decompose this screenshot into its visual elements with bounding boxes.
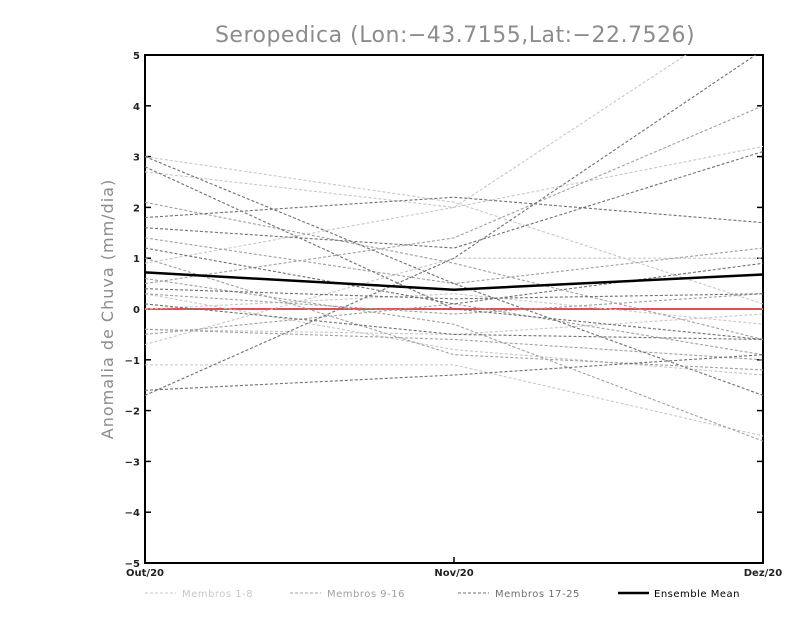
member-line (145, 293, 763, 376)
member-line (145, 156, 763, 305)
x-tick-label: Out/20 (126, 568, 164, 579)
legend-label: Membros 9-16 (327, 589, 405, 600)
axis-ticks: −5 −4 −3 −2 −1 0 1 2 3 4 5 Out/20 Nov/20 Dez/20 (125, 51, 783, 579)
member-line (145, 277, 763, 442)
legend-label: Membros 1-8 (182, 589, 253, 600)
member-line (145, 156, 763, 396)
member-line (145, 247, 763, 305)
member-line (145, 303, 763, 341)
y-tick-label: 2 (133, 203, 140, 214)
x-tick-label: Nov/20 (434, 568, 473, 579)
member-line (145, 55, 757, 396)
y-tick-label: −3 (125, 457, 140, 468)
y-tick-label: −5 (125, 559, 140, 570)
member-line (145, 55, 687, 264)
plot-area: −5 −4 −3 −2 −1 0 1 2 3 4 5 Out/20 Nov/20 Dez/20 (125, 51, 783, 579)
member-line (145, 313, 763, 335)
ensemble-mean-line (145, 271, 763, 291)
member-line (145, 166, 763, 341)
y-tick-label: 3 (133, 153, 140, 164)
member-line (145, 293, 763, 315)
y-tick-label: 1 (133, 254, 140, 265)
legend: Membros 1-8 Membros 9-16 Membros 17-25 Ense… (145, 589, 740, 600)
member-line (145, 364, 763, 437)
x-tick-label: Dez/20 (744, 568, 783, 579)
member-line (145, 328, 763, 361)
y-tick-label: −1 (125, 356, 140, 367)
member-line (145, 105, 763, 285)
series-group (145, 55, 763, 442)
member-line (145, 201, 763, 341)
member-line (145, 145, 763, 208)
member-line (145, 257, 763, 346)
y-tick-label: 5 (133, 51, 140, 62)
legend-label: Membros 17-25 (495, 589, 580, 600)
y-tick-label: 4 (133, 102, 140, 113)
member-line (145, 237, 763, 285)
member-line (145, 303, 763, 356)
member-line (145, 288, 763, 300)
y-tick-label: 0 (133, 305, 140, 316)
member-line (145, 196, 763, 224)
y-axis-label: Anomalia de Chuva (mm/dia) (98, 179, 117, 439)
member-line (145, 257, 763, 371)
legend-label: Ensemble Mean (654, 589, 740, 600)
member-line (145, 150, 763, 249)
y-tick-label: −4 (125, 508, 140, 519)
chart-title: Seropedica (Lon:−43.7155,Lat:−22.7526) (215, 23, 695, 48)
member-line (145, 354, 763, 391)
y-tick-label: −2 (125, 407, 140, 418)
